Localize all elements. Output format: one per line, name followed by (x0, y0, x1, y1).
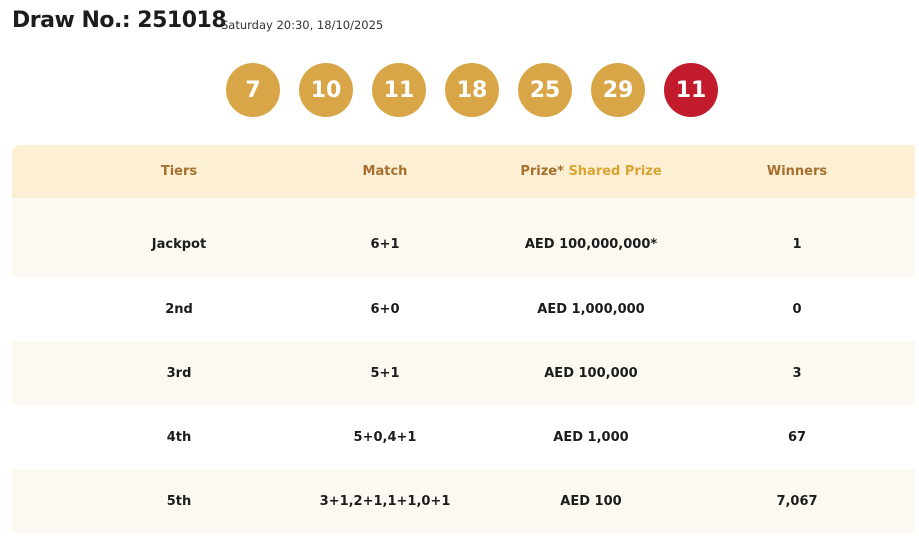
draw-datetime: Saturday 20:30, 18/10/2025 (221, 18, 384, 32)
header-match: Match (362, 164, 408, 179)
prize: AED 1,000 (553, 429, 629, 445)
number-ball: 10 (299, 63, 353, 117)
winning-numbers: 7 10 11 18 25 29 11 (226, 63, 718, 117)
header-prize: Prize* Shared Prize (488, 164, 694, 179)
draw-number-title: Draw No.: 251018 (12, 8, 227, 33)
winners: 3 (792, 365, 802, 381)
header-shared-prize: Shared Prize (568, 164, 662, 179)
table-header: Tiers Match Prize* Shared Prize Winners (12, 145, 915, 198)
table-row: 5th 3+1,2+1,1+1,0+1 AED 100 7,067 (12, 469, 915, 533)
tier: 2nd (165, 301, 193, 317)
prize: AED 1,000,000 (537, 301, 645, 317)
table-row: Jackpot 6+1 AED 100,000,000* 1 (12, 198, 915, 277)
number-ball: 29 (591, 63, 645, 117)
number-ball: 25 (518, 63, 572, 117)
prize: AED 100 (560, 493, 622, 509)
number-ball: 11 (372, 63, 426, 117)
match: 5+0,4+1 (353, 429, 417, 445)
bonus-ball: 11 (664, 63, 718, 117)
match: 5+1 (370, 365, 400, 381)
table-row: 4th 5+0,4+1 AED 1,000 67 (40, 405, 915, 469)
table-row: 3rd 5+1 AED 100,000 3 (12, 341, 915, 405)
tier: Jackpot (151, 237, 207, 252)
match: 3+1,2+1,1+1,0+1 (319, 493, 451, 509)
number-ball: 7 (226, 63, 280, 117)
prize-table: Tiers Match Prize* Shared Prize Winners … (12, 145, 915, 533)
prize: AED 100,000,000* (524, 237, 658, 252)
winners: 0 (792, 301, 802, 317)
tier: 3rd (166, 365, 192, 381)
header-winners: Winners (766, 164, 828, 179)
header-tiers: Tiers (160, 164, 198, 179)
table-row: 2nd 6+0 AED 1,000,000 0 (40, 277, 915, 341)
header-prize-label: Prize* (520, 164, 564, 179)
tier: 5th (166, 493, 192, 509)
winners: 67 (787, 429, 807, 445)
number-ball: 18 (445, 63, 499, 117)
tier: 4th (166, 429, 192, 445)
match: 6+1 (370, 237, 400, 252)
winners: 1 (792, 237, 802, 252)
match: 6+0 (370, 301, 400, 317)
winners: 7,067 (776, 493, 818, 509)
prize: AED 100,000 (544, 365, 638, 381)
